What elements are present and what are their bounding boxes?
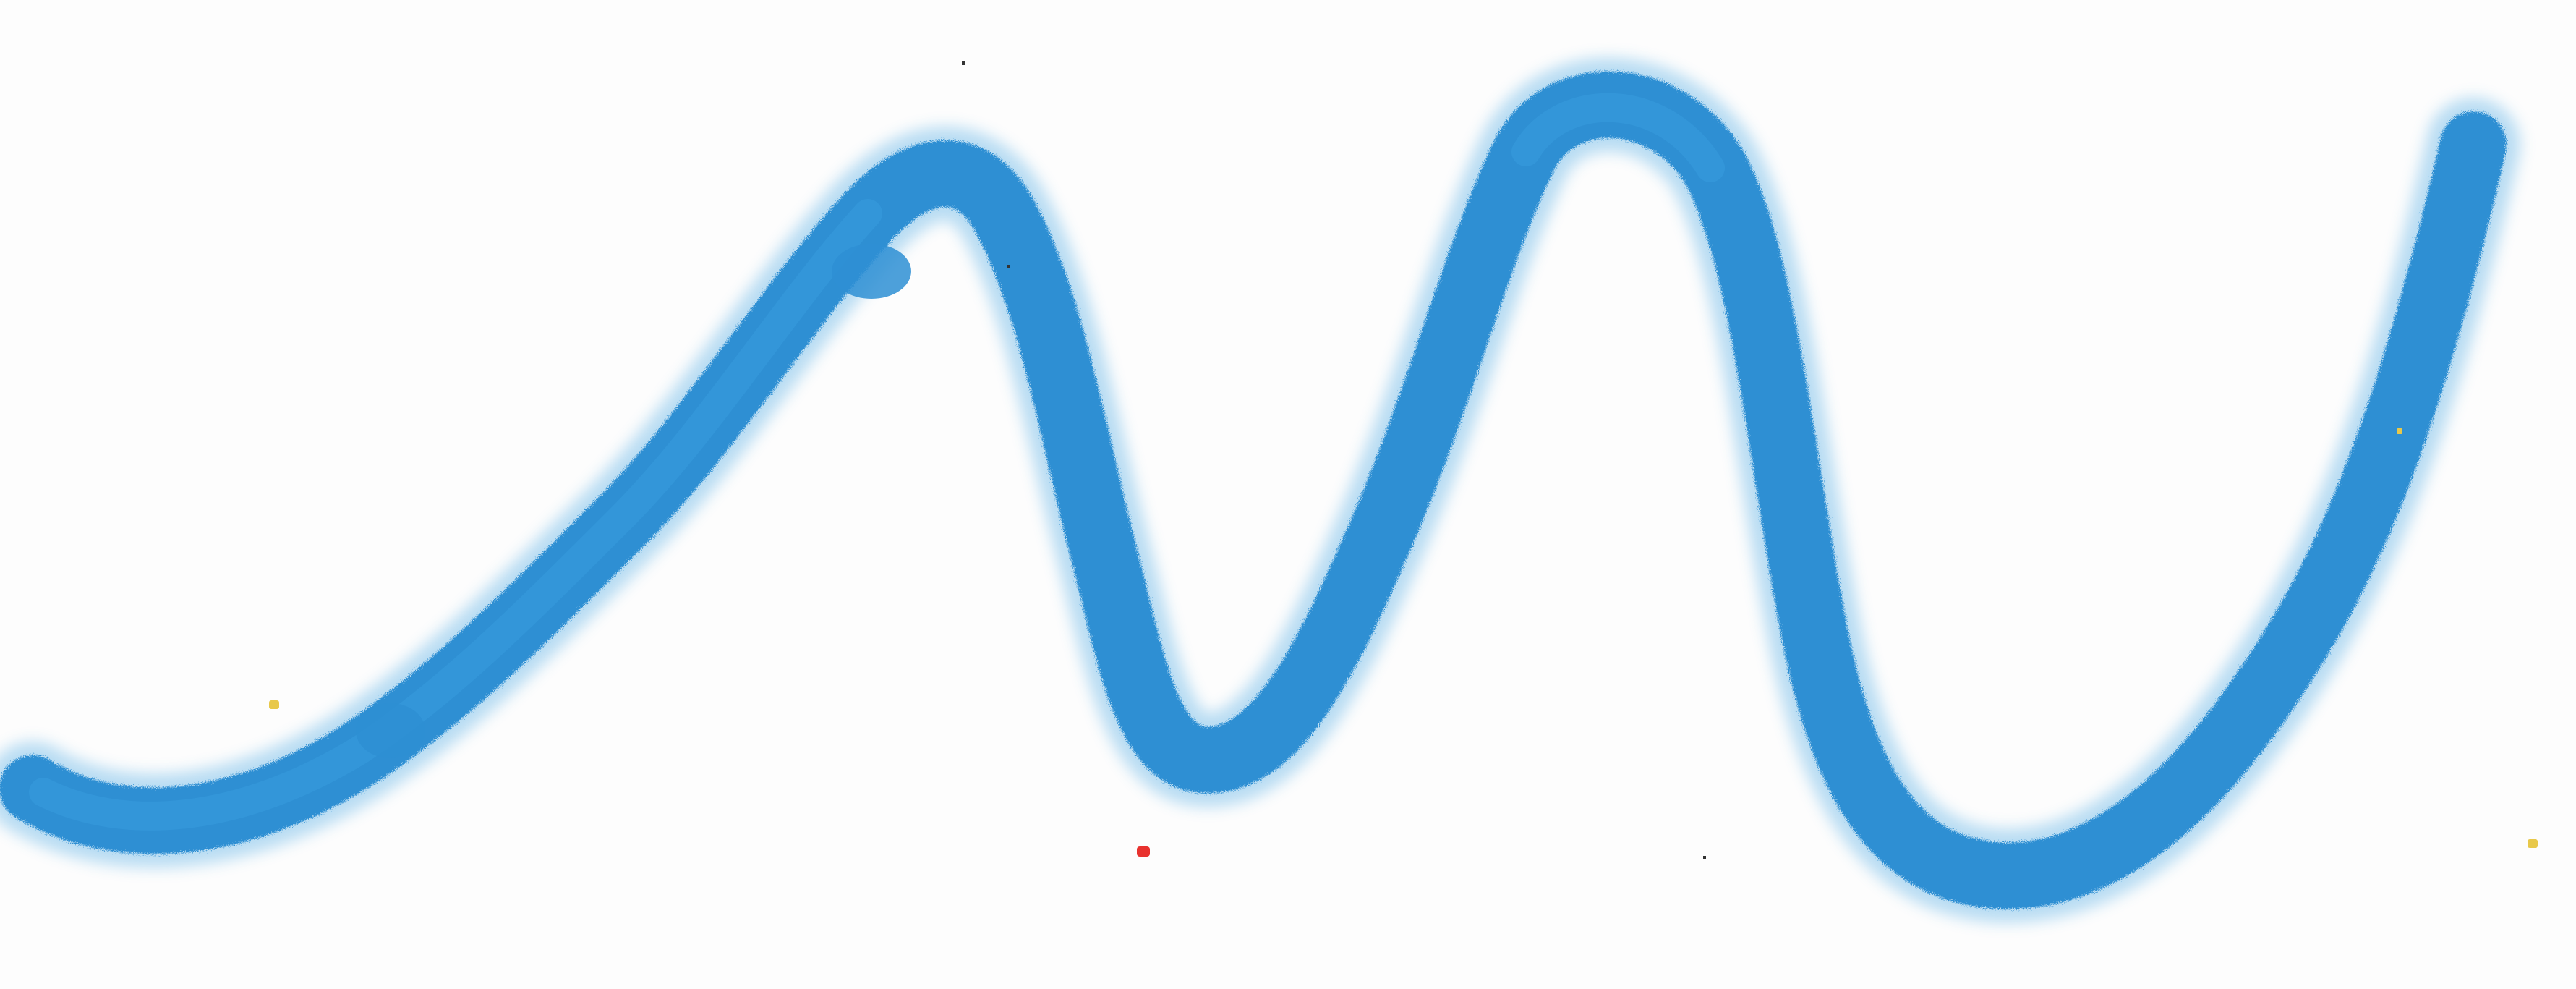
red-paint-speck	[1137, 846, 1150, 857]
blue-spray-stroke	[0, 71, 2507, 909]
dark-paint-speck	[962, 61, 965, 65]
dark-paint-speck	[1703, 856, 1706, 859]
dark-paint-speck	[1007, 265, 1010, 268]
yellow-paint-speck	[269, 700, 279, 709]
paint-drip-blob	[356, 703, 425, 758]
yellow-paint-speck	[2397, 428, 2402, 434]
spray-stroke-highlight	[29, 93, 1725, 831]
yellow-paint-speck	[2528, 839, 2538, 848]
stroke-end-blob	[832, 244, 911, 299]
